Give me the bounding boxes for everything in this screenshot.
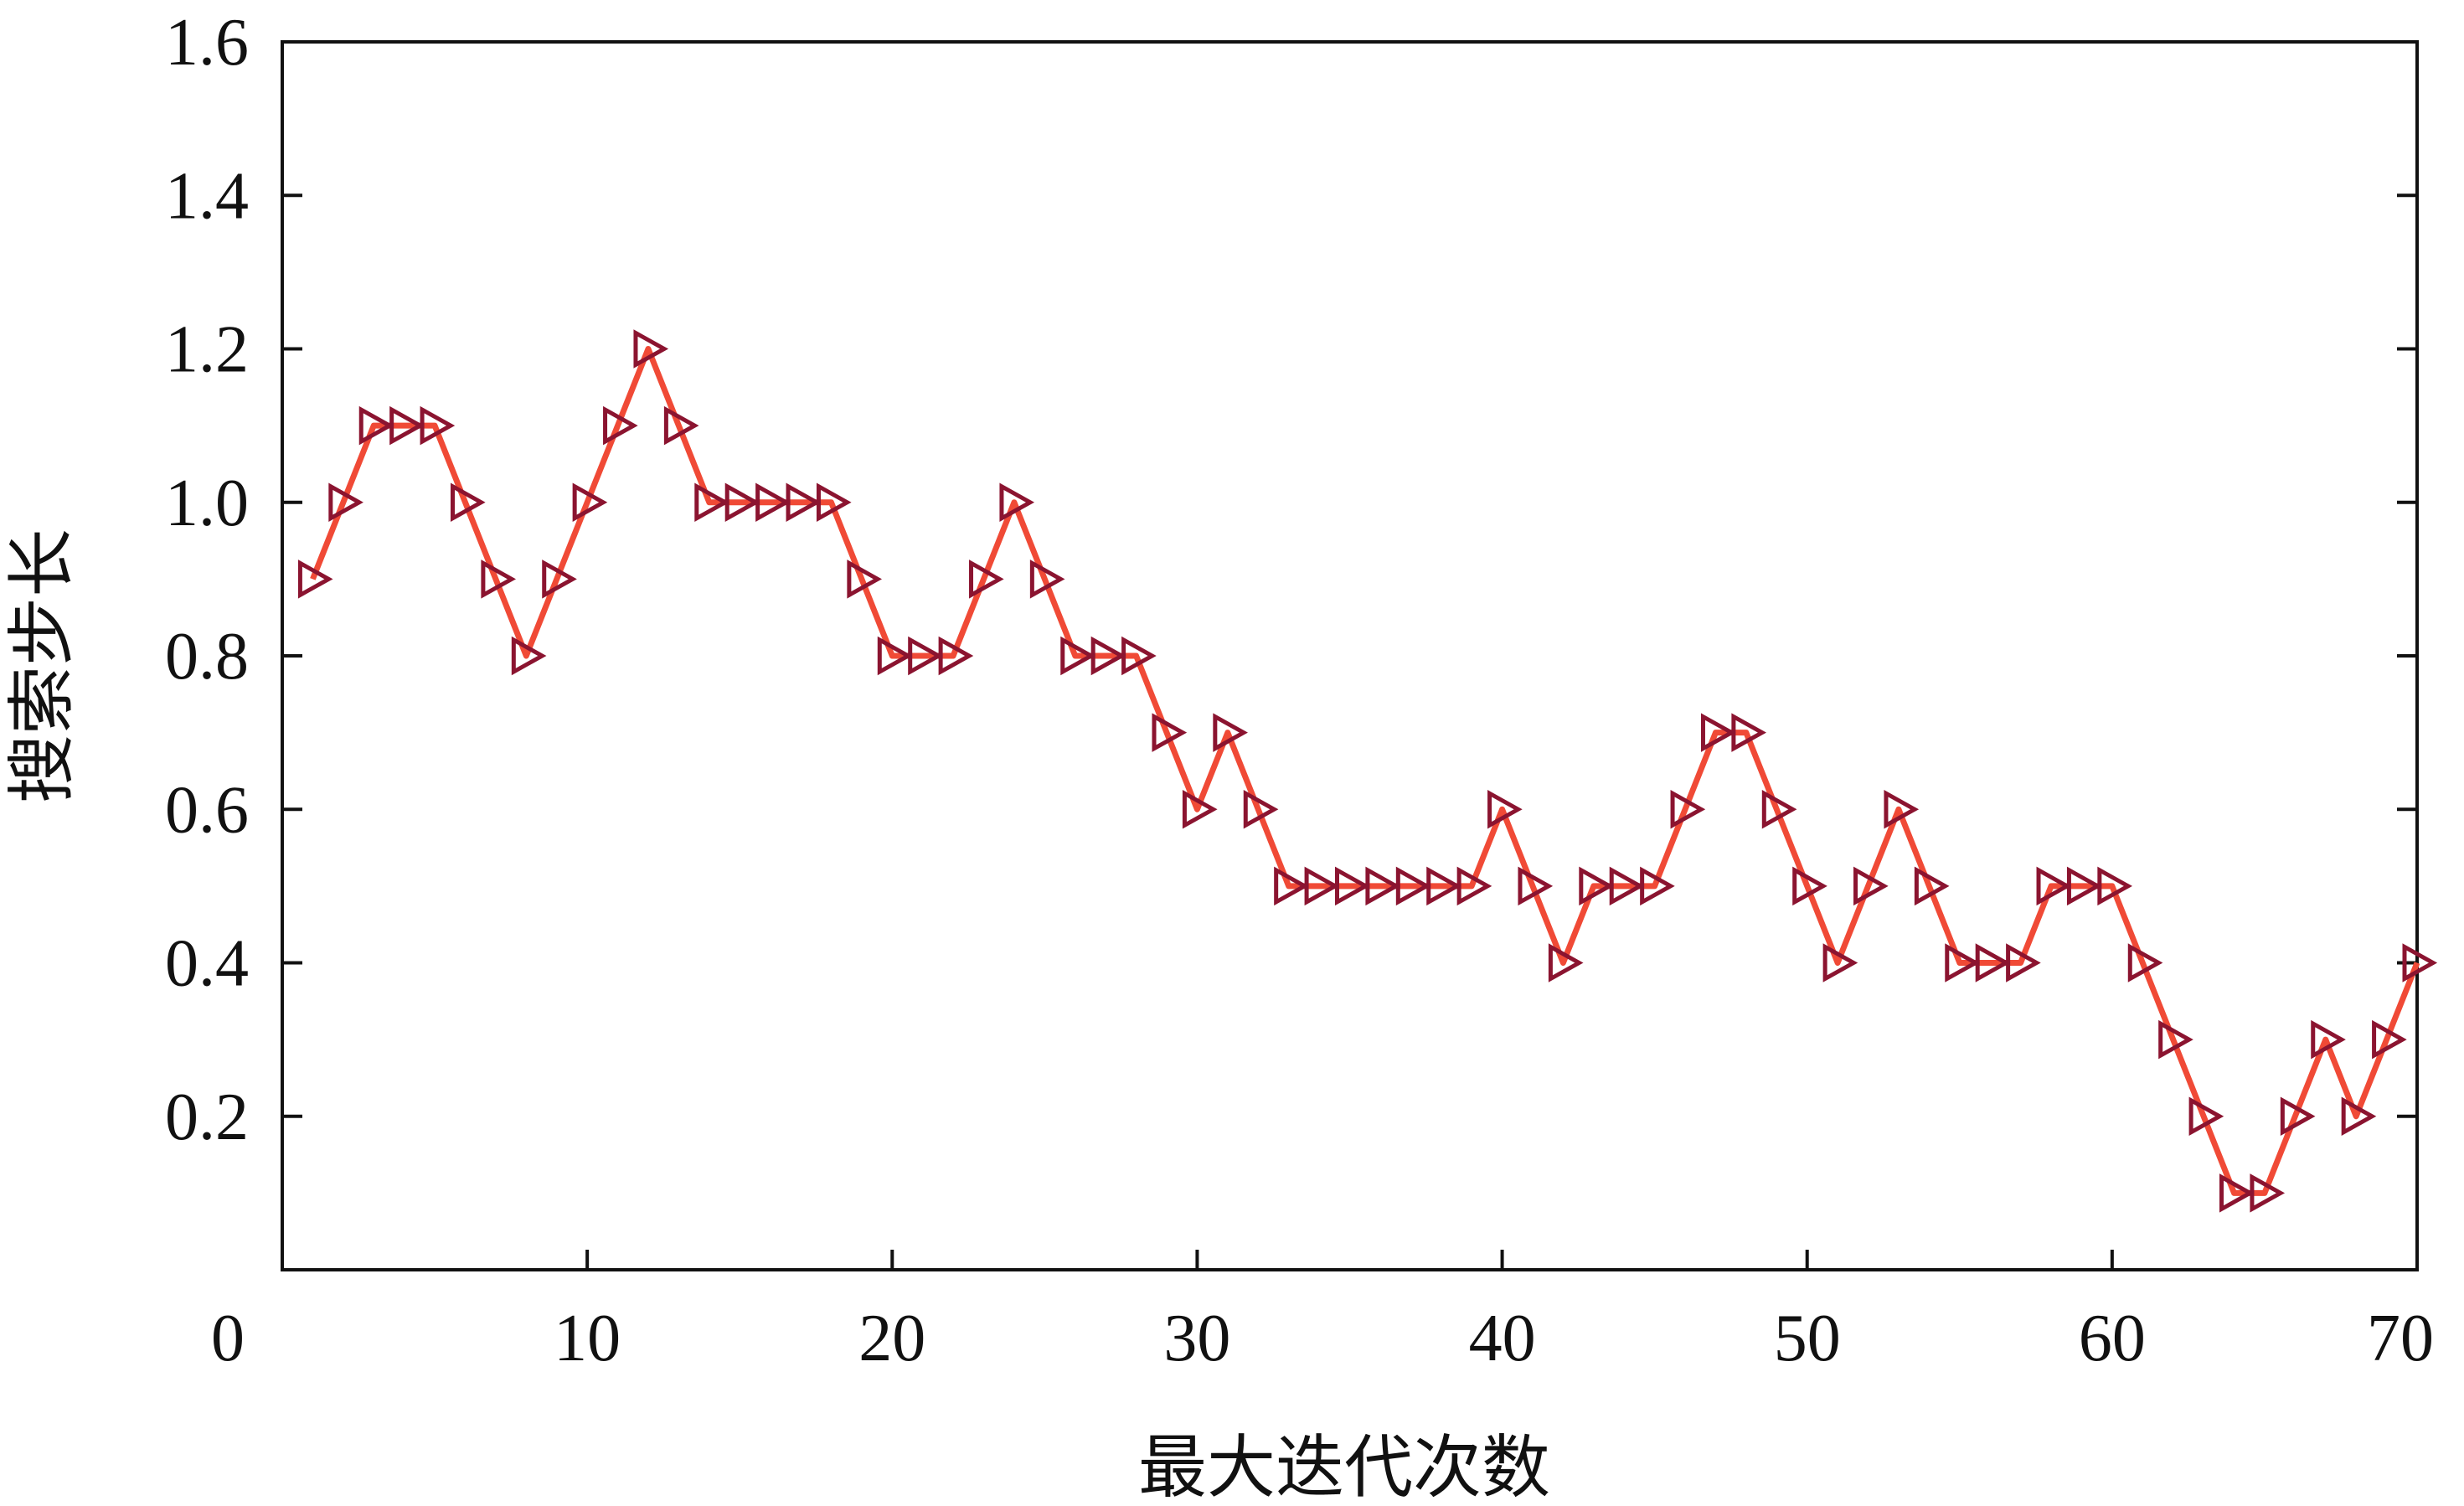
data-point-marker <box>1822 943 1858 983</box>
data-point-marker <box>2311 1019 2346 1060</box>
data-point-marker <box>1487 789 1523 829</box>
data-point-marker <box>389 405 425 446</box>
y-tick-label: 1.0 <box>165 467 249 540</box>
data-point-marker <box>1548 943 1584 983</box>
data-point-marker <box>1761 789 1797 829</box>
x-tick-label: 30 <box>1163 1302 1230 1375</box>
plot-frame <box>281 40 2419 1271</box>
data-point-marker <box>2341 1096 2377 1137</box>
series-line <box>310 346 2420 1196</box>
data-point-marker <box>694 482 729 523</box>
data-point-marker <box>2372 1019 2407 1060</box>
data-point-marker <box>1152 713 1188 752</box>
data-point-marker <box>633 329 669 369</box>
series-layer <box>297 329 2438 1213</box>
data-point-marker <box>450 482 486 523</box>
y-tick-label: 0.6 <box>165 773 249 847</box>
data-point-marker <box>2280 1096 2316 1137</box>
data-point-marker <box>908 636 943 676</box>
data-point-marker <box>2066 866 2102 906</box>
x-tick-label: 20 <box>858 1302 925 1375</box>
data-point-marker <box>542 560 577 599</box>
y-tick-label: 1.6 <box>165 6 249 80</box>
x-tick-label: 10 <box>554 1302 621 1375</box>
data-point-marker <box>1182 789 1218 829</box>
y-tick-label: 0.2 <box>165 1081 249 1154</box>
y-axis-title: 搜索步长 <box>3 529 82 803</box>
data-point-marker <box>572 482 608 523</box>
data-point-marker <box>1365 866 1401 906</box>
data-point-marker <box>1060 636 1095 676</box>
data-point-marker <box>938 636 974 676</box>
data-point-marker <box>2127 943 2163 983</box>
data-point-marker <box>481 560 517 599</box>
data-point-marker <box>1274 866 1309 906</box>
x-tick-label: 0 <box>211 1302 245 1375</box>
x-tick-label: 60 <box>2079 1302 2146 1375</box>
x-tick-label: 50 <box>1774 1302 1841 1375</box>
data-point-marker <box>969 560 1004 599</box>
x-tick-label: 70 <box>2367 1302 2434 1375</box>
data-point-marker <box>724 482 760 523</box>
data-point-marker <box>847 560 882 599</box>
data-point-marker <box>1121 636 1157 676</box>
data-point-marker <box>603 405 638 446</box>
data-point-marker <box>1579 866 1614 906</box>
data-point-marker <box>1914 866 1950 906</box>
data-point-marker <box>1975 943 2011 983</box>
data-point-marker <box>1304 866 1340 906</box>
data-point-marker <box>1884 789 1920 829</box>
data-point-marker <box>755 482 791 523</box>
data-point-marker <box>1335 866 1370 906</box>
data-point-marker <box>1945 943 1980 983</box>
x-tick-label: 40 <box>1469 1302 1536 1375</box>
y-tick-label: 0.8 <box>165 620 249 694</box>
data-point-marker <box>1670 789 1706 829</box>
data-point-marker <box>358 405 394 446</box>
data-point-marker <box>2188 1096 2224 1137</box>
data-point-marker <box>297 560 333 599</box>
data-point-marker <box>1456 866 1492 906</box>
data-point-marker <box>877 636 913 676</box>
x-axis-ticks: 0 10 20 30 40 50 60 70 <box>211 1250 2434 1375</box>
data-point-marker <box>1609 866 1645 906</box>
data-point-marker <box>420 405 456 446</box>
data-point-marker <box>2219 1173 2255 1213</box>
data-point-marker <box>1700 713 1736 752</box>
data-point-marker <box>1395 866 1431 906</box>
data-point-marker <box>786 482 822 523</box>
data-point-marker <box>2402 943 2438 983</box>
y-tick-label: 1.4 <box>165 159 249 233</box>
data-point-marker <box>1090 636 1126 676</box>
data-point-marker <box>1213 713 1248 752</box>
data-point-marker <box>1640 866 1675 906</box>
data-point-marker <box>1243 789 1279 829</box>
data-point-marker <box>2097 866 2132 906</box>
x-axis-title: 最大迭代次数 <box>1138 1428 1550 1506</box>
data-point-marker <box>2006 943 2041 983</box>
y-axis-ticks: 0.2 0.4 0.6 0.8 1.0 1.2 1.4 1.6 <box>165 6 2417 1154</box>
data-point-marker <box>2250 1173 2286 1213</box>
data-point-marker <box>1792 866 1827 906</box>
data-point-marker <box>2036 866 2072 906</box>
data-point-marker <box>511 636 547 676</box>
data-point-marker <box>663 405 699 446</box>
data-point-marker <box>1426 866 1461 906</box>
data-point-marker <box>1853 866 1889 906</box>
data-point-marker <box>328 482 363 523</box>
data-point-marker <box>2158 1019 2193 1060</box>
y-tick-label: 1.2 <box>165 313 249 387</box>
data-point-marker <box>999 482 1035 523</box>
data-point-marker <box>1029 560 1065 599</box>
y-tick-label: 0.4 <box>165 927 249 1001</box>
data-point-marker <box>816 482 852 523</box>
data-point-marker <box>1731 713 1767 752</box>
data-point-marker <box>1518 866 1554 906</box>
